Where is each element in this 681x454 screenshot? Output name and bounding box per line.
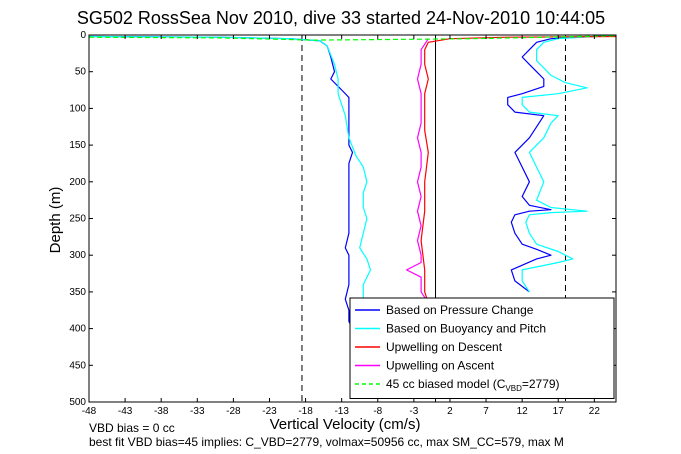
- legend-label: Based on Pressure Change: [386, 303, 534, 317]
- x-tick-label: 2: [447, 406, 453, 417]
- footer-line-1: VBD bias = 0 cc: [89, 421, 175, 435]
- x-tick-label: 12: [517, 406, 529, 417]
- legend-label-subscript: VBD: [505, 384, 522, 393]
- series-line-upwelling_descent: [420, 35, 617, 304]
- footer-line-2: best fit VBD bias=45 implies: C_VBD=2779…: [89, 435, 564, 449]
- series-line-descent_pressure: [88, 35, 361, 366]
- y-axis: 0 50 100 150 200 250 300 350 400 450 500: [69, 30, 616, 408]
- legend-label: 45 cc biased model (CVBD=2779): [386, 377, 560, 393]
- y-tick-label: 200: [69, 177, 86, 188]
- legend-label-tail: =2779): [522, 377, 560, 391]
- y-tick-label: 250: [69, 214, 86, 225]
- x-tick-label: 22: [589, 406, 601, 417]
- x-tick-label: -13: [334, 406, 349, 417]
- x-axis: -48 -43 -38 -33 -28 -23 -18 -13 -8 -3 2 7 12 17 22: [82, 35, 601, 417]
- x-tick-label: -38: [154, 406, 169, 417]
- x-tick-label: 7: [483, 406, 489, 417]
- series-layer: [88, 35, 617, 366]
- y-axis-label: Depth (m): [47, 187, 64, 254]
- legend: Based on Pressure Change Based on Buoyanc…: [349, 297, 615, 399]
- x-tick-label: -8: [373, 406, 382, 417]
- x-tick-label: -28: [226, 406, 241, 417]
- x-tick-label: -3: [409, 406, 418, 417]
- y-tick-label: 350: [69, 287, 86, 298]
- x-tick-label: -23: [262, 406, 277, 417]
- series-line-ascent_pressure: [507, 35, 609, 293]
- y-tick-label: 50: [75, 67, 87, 78]
- chart-title: SG502 RossSea Nov 2010, dive 33 started …: [77, 8, 605, 28]
- legend-box: [349, 297, 615, 399]
- x-tick-label: -18: [298, 406, 313, 417]
- legend-label: Upwelling on Ascent: [386, 359, 495, 373]
- x-tick-label: -43: [118, 406, 133, 417]
- x-tick-label: -33: [190, 406, 205, 417]
- y-tick-label: 400: [69, 324, 86, 335]
- legend-label: Upwelling on Descent: [386, 340, 503, 354]
- legend-label: Based on Buoyancy and Pitch: [386, 322, 546, 336]
- y-tick-label: 300: [69, 250, 86, 261]
- x-tick-label: -48: [82, 406, 97, 417]
- y-tick-label: 450: [69, 360, 86, 371]
- x-axis-label: Vertical Velocity (cm/s): [270, 416, 421, 433]
- y-tick-label: 100: [69, 103, 86, 114]
- y-tick-label: 0: [80, 30, 86, 41]
- y-tick-label: 500: [69, 397, 86, 408]
- series-line-biased_model: [88, 35, 617, 41]
- x-tick-label: 17: [553, 406, 565, 417]
- series-line-ascent_model: [521, 35, 617, 293]
- series-line-upwelling_ascent: [406, 38, 429, 304]
- y-tick-label: 150: [69, 140, 86, 151]
